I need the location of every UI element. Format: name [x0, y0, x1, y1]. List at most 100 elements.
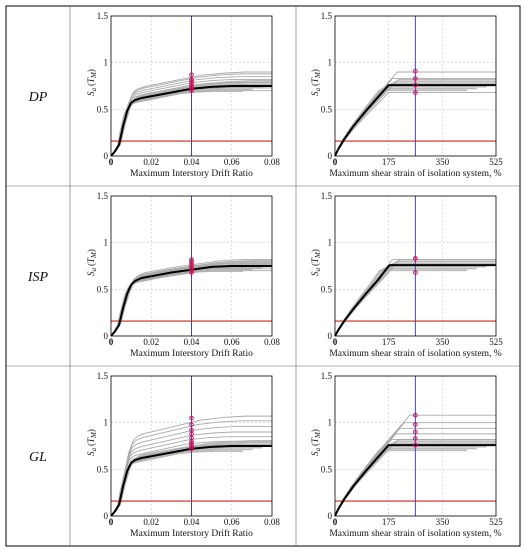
y-axis-title: Sa(TM)	[310, 429, 322, 456]
y-tick-label: 1.5	[321, 371, 333, 381]
x-tick-label: 525	[489, 517, 503, 527]
y-tick-label: 0.5	[321, 104, 333, 114]
chart-panels: 0 0.02 0.04 0.06 0.08 0 0.5 1 1.5 Maximum Interst…	[86, 11, 503, 539]
x-tick-label: 175	[382, 517, 396, 527]
y-tick-label: 0	[328, 511, 333, 521]
y-tick-label: 0	[104, 511, 109, 521]
collapse-marker	[413, 76, 418, 81]
chart-dp-left: 0 0.02 0.04 0.06 0.08 0 0.5 1 1.5 Maximum Interst…	[86, 11, 280, 179]
y-tick-label: 0.5	[97, 104, 109, 114]
y-tick-label: 0	[328, 151, 333, 161]
row-label-gl: GL	[29, 450, 47, 465]
y-tick-label: 0.5	[321, 284, 333, 294]
collapse-marker	[189, 77, 194, 82]
x-tick-label: 0	[333, 337, 338, 347]
x-axis-title: Maximum Interstory Drift Ratio	[130, 528, 253, 539]
median-curve	[110, 445, 272, 517]
y-axis-title: Sa(TM)	[86, 249, 98, 276]
collapse-marker	[413, 256, 418, 261]
y-tick-label: 1.5	[97, 11, 109, 21]
chart-isp-right: 0 175 350 525 0 0.5 1 1.5 Maximum shear strain o…	[310, 191, 503, 359]
y-tick-label: 1.5	[97, 191, 109, 201]
x-tick-label: 0.02	[143, 517, 159, 527]
x-axis-title: Maximum shear strain of isolation system…	[329, 168, 501, 179]
x-tick-label: 350	[436, 337, 450, 347]
y-tick-label: 1	[104, 418, 109, 428]
y-axis-title: Sa(TM)	[86, 69, 98, 96]
collapse-marker	[189, 427, 194, 433]
x-tick-label: 0	[333, 517, 338, 527]
x-tick-label: 0.08	[264, 517, 280, 527]
chart-gl-right: 0 175 350 525 0 0.5 1 1.5 Maximum shear strain o…	[310, 371, 503, 539]
collapse-marker	[189, 440, 194, 446]
x-axis-title: Maximum Interstory Drift Ratio	[130, 348, 253, 359]
collapse-marker	[413, 412, 418, 418]
x-tick-label: 0.06	[224, 337, 240, 347]
median-curve	[334, 264, 496, 337]
x-axis-title: Maximum Interstory Drift Ratio	[130, 168, 253, 179]
plot-frame	[110, 195, 273, 337]
y-tick-label: 0	[328, 331, 333, 341]
y-tick-label: 0	[104, 151, 109, 161]
y-tick-label: 1.5	[321, 191, 333, 201]
plot-frame	[110, 15, 273, 157]
collapse-marker	[189, 422, 194, 427]
collapse-marker	[413, 429, 418, 435]
x-tick-label: 0.02	[143, 157, 159, 167]
y-axis-title: Sa(TM)	[310, 69, 322, 96]
x-tick-label: 0	[109, 517, 114, 527]
x-tick-label: 0.04	[184, 337, 200, 347]
row-labels: DP ISP GL	[27, 90, 49, 465]
y-tick-label: 1	[328, 418, 333, 428]
plot-frame	[110, 375, 273, 517]
x-tick-label: 175	[382, 337, 396, 347]
y-tick-label: 1.5	[321, 11, 333, 21]
x-tick-label: 0.08	[264, 157, 280, 167]
collapse-marker	[413, 422, 418, 427]
row-label-dp: DP	[28, 90, 48, 105]
plot-frame	[334, 195, 497, 337]
x-tick-label: 0	[333, 157, 338, 167]
collapse-marker	[189, 259, 194, 264]
y-tick-label: 1	[104, 238, 109, 248]
y-axis-title: Sa(TM)	[310, 249, 322, 276]
collapse-marker	[413, 436, 418, 441]
x-tick-label: 0	[109, 337, 114, 347]
x-tick-label: 0.08	[264, 337, 280, 347]
y-tick-label: 0	[104, 331, 109, 341]
collapse-marker	[189, 257, 194, 262]
x-tick-label: 350	[436, 517, 450, 527]
plot-frame	[334, 375, 497, 517]
chart-gl-left: 0 0.02 0.04 0.06 0.08 0 0.5 1 1.5 Maximum Interst…	[86, 371, 280, 539]
x-tick-label: 0.06	[224, 157, 240, 167]
x-tick-label: 175	[382, 157, 396, 167]
y-tick-label: 1.5	[97, 371, 109, 381]
row-label-isp: ISP	[27, 270, 49, 285]
table-outer-border	[5, 5, 521, 547]
x-tick-label: 0.04	[184, 517, 200, 527]
collapse-marker	[413, 68, 418, 74]
collapse-marker	[189, 79, 194, 84]
median-curve	[110, 85, 272, 157]
y-tick-label: 1	[328, 238, 333, 248]
x-axis-title: Maximum shear strain of isolation system…	[329, 348, 501, 359]
plot-frame	[334, 15, 497, 157]
x-tick-label: 0	[109, 157, 114, 167]
y-tick-label: 1	[328, 58, 333, 68]
x-tick-label: 0.06	[224, 517, 240, 527]
x-tick-label: 350	[436, 157, 450, 167]
median-curve	[110, 265, 272, 337]
x-tick-label: 525	[489, 337, 503, 347]
collapse-marker	[413, 82, 418, 88]
chart-dp-right: 0 175 350 525 0 0.5 1 1.5 Maximum shear strain o…	[310, 11, 503, 179]
median-curve	[334, 84, 496, 157]
chart-isp-left: 0 0.02 0.04 0.06 0.08 0 0.5 1 1.5 Maximum Interst…	[86, 191, 280, 359]
table-grid	[5, 5, 521, 547]
x-tick-label: 0.04	[184, 157, 200, 167]
y-tick-label: 0.5	[321, 464, 333, 474]
collapse-marker	[189, 72, 194, 78]
collapse-marker	[189, 415, 194, 421]
x-tick-label: 525	[489, 157, 503, 167]
x-tick-label: 0.02	[143, 337, 159, 347]
